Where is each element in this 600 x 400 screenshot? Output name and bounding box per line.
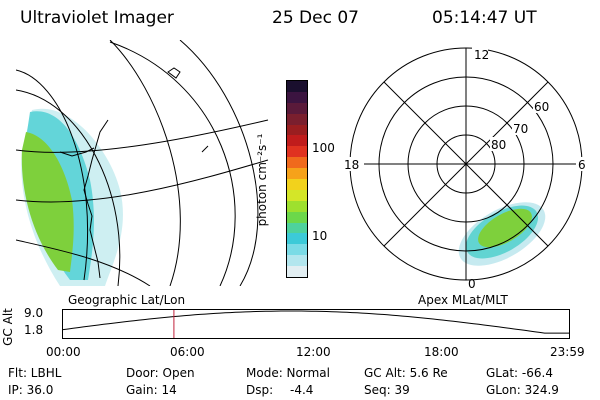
param-dsp-label: Dsp: xyxy=(246,383,274,397)
geo-grid-line xyxy=(179,40,259,286)
colorbar-segment xyxy=(287,135,307,147)
param-mode: Mode: Normal xyxy=(246,366,330,380)
polar-aurora-green xyxy=(478,208,532,248)
param-gain: Gain: 14 xyxy=(126,383,177,397)
colorbar-segment xyxy=(287,244,307,256)
geo-island xyxy=(167,67,181,79)
geo-grid-line xyxy=(16,159,269,203)
geographic-map xyxy=(16,40,269,286)
alt-xtick-2: 12:00 xyxy=(296,345,331,359)
altitude-plot xyxy=(62,309,570,339)
colorbar-segment xyxy=(287,211,307,223)
colorbar-segment xyxy=(287,200,307,212)
colorbar-segment xyxy=(287,168,307,180)
colorbar-segment xyxy=(287,81,307,92)
colorbar-segment xyxy=(287,255,307,267)
colorbar-segment xyxy=(287,222,307,234)
geographic-label: Geographic Lat/Lon xyxy=(68,293,186,307)
polar-mlt-12: 12 xyxy=(474,48,489,62)
apex-label: Apex MLat/MLT xyxy=(418,293,508,307)
geo-grid-line xyxy=(16,89,121,286)
polar-mlt-18: 18 xyxy=(344,158,359,172)
colorbar-segment xyxy=(287,179,307,190)
polar-lat-80: 80 xyxy=(491,138,506,152)
geo-grid-line xyxy=(109,40,181,286)
polar-map: 12 18 6 0 80 70 60 xyxy=(342,47,588,290)
colorbar-segment xyxy=(287,113,307,125)
param-glon: GLon: 324.9 xyxy=(486,383,559,397)
geo-earth-limb xyxy=(109,41,236,286)
param-glat: GLat: -66.4 xyxy=(486,366,553,380)
param-gc-alt: GC Alt: 5.6 Re xyxy=(364,366,448,380)
alt-ylabel: GC Alt xyxy=(1,308,15,346)
param-dsp-value: -4.4 xyxy=(290,383,314,397)
instrument-title: Ultraviolet Imager xyxy=(20,8,174,28)
colorbar-segment xyxy=(287,91,307,103)
colorbar-segment xyxy=(287,146,307,158)
colorbar-segment xyxy=(287,102,307,114)
param-door: Door: Open xyxy=(126,366,195,380)
altitude-curve xyxy=(62,310,570,334)
alt-ylabel-box: GC Alt xyxy=(0,304,16,350)
alt-ytick-max: 9.0 xyxy=(24,306,44,320)
colorbar-segment xyxy=(287,233,307,245)
date-label: 25 Dec 07 xyxy=(272,8,359,28)
colorbar-label-box: photon cm⁻²s⁻¹ xyxy=(252,85,272,275)
colorbar-tick-10: 10 xyxy=(312,229,328,243)
geo-coastline-2 xyxy=(59,147,95,157)
alt-xtick-0: 00:00 xyxy=(46,345,81,359)
alt-xtick-1: 06:00 xyxy=(170,345,205,359)
alt-plot-frame xyxy=(62,309,570,339)
alt-ytick-min: 1.8 xyxy=(24,323,44,337)
colorbar-segment xyxy=(287,189,307,201)
geo-grid-line xyxy=(16,69,88,281)
colorbar-segment xyxy=(287,124,307,136)
polar-mlt-6: 6 xyxy=(578,158,586,172)
colorbar-tick-100: 100 xyxy=(312,141,335,155)
geo-grid-line xyxy=(16,119,269,153)
alt-xtick-4: 23:59 xyxy=(550,345,585,359)
time-label: 05:14:47 UT xyxy=(432,8,537,28)
polar-diagonal xyxy=(383,81,549,247)
polar-lat-60: 60 xyxy=(534,100,549,114)
param-ip: IP: 36.0 xyxy=(8,383,54,397)
polar-lat-70: 70 xyxy=(513,122,528,136)
geo-grid-line xyxy=(16,239,151,286)
geo-island-2 xyxy=(201,145,209,153)
colorbar-label: photon cm⁻²s⁻¹ xyxy=(255,133,269,227)
polar-mlt-0: 0 xyxy=(468,277,476,290)
colorbar-segment xyxy=(287,266,307,278)
colorbar xyxy=(286,80,308,278)
param-seq: Seq: 39 xyxy=(364,383,410,397)
alt-xtick-3: 18:00 xyxy=(424,345,459,359)
colorbar-segment xyxy=(287,157,307,169)
param-filter: Flt: LBHL xyxy=(8,366,62,380)
